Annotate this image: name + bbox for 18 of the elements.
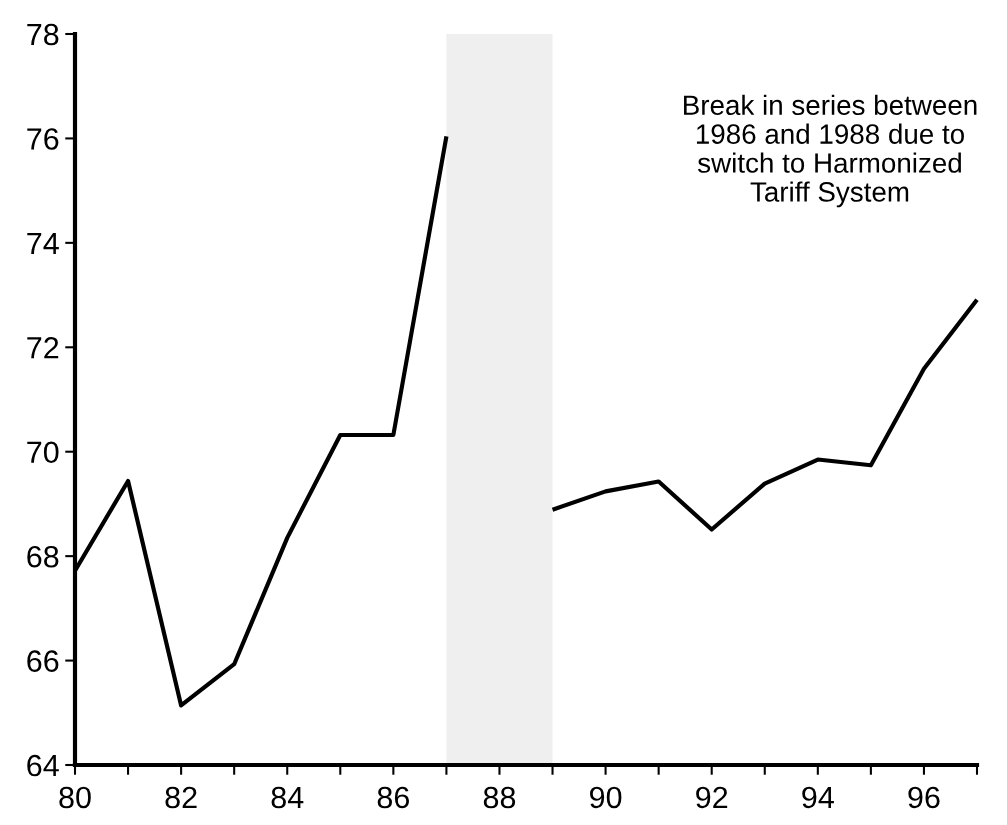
y-tick-label: 78	[27, 23, 59, 46]
x-tick-label: 86	[377, 786, 409, 809]
x-tick-label: 82	[165, 786, 197, 809]
y-tick-label: 66	[27, 650, 59, 672]
y-tick-label: 72	[27, 337, 59, 359]
y-tick-label: 76	[27, 128, 59, 150]
annotation: Break in series between 1986 and 1988 due to switch to Harmonized Tariff System	[684, 94, 977, 208]
x-tick-label: 80	[59, 786, 91, 809]
y-tick-label: 74	[27, 232, 59, 254]
x-tick-label: 88	[483, 786, 516, 809]
x-tick-label: 92	[696, 786, 728, 809]
x-tick-label: 96	[908, 786, 940, 809]
y-tick-label: 68	[27, 545, 59, 568]
y-tick-label: 64	[27, 754, 59, 777]
x-tick-label: 94	[802, 786, 834, 809]
x-tick-label: 84	[271, 786, 304, 809]
y-tick-label: 70	[27, 441, 59, 464]
x-tick-label: 90	[590, 786, 622, 809]
